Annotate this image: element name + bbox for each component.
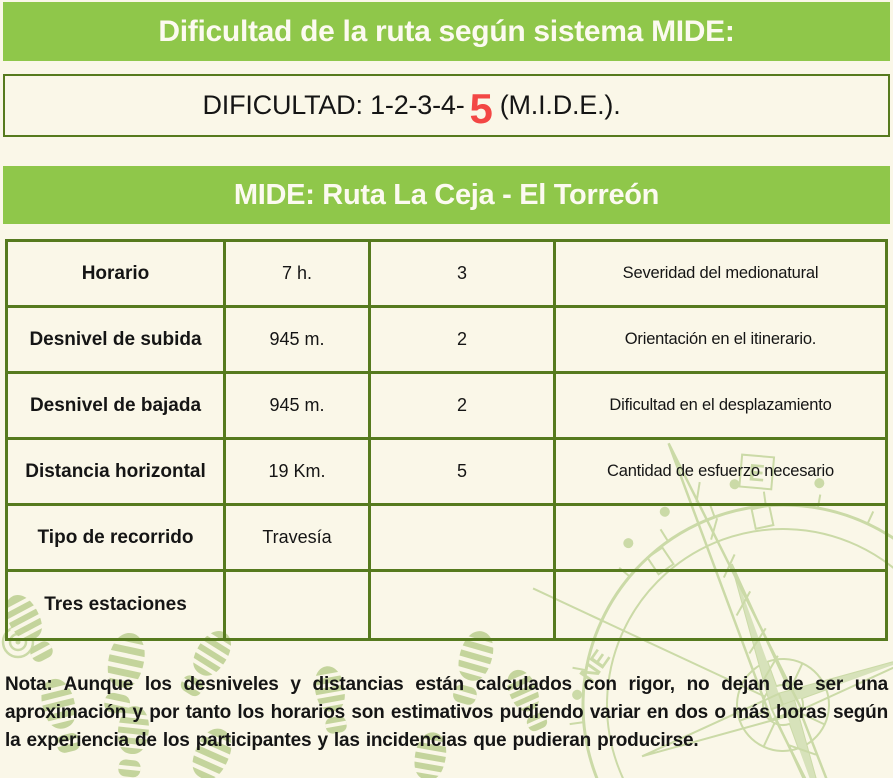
- route-title: MIDE: Ruta La Ceja - El Torreón: [233, 178, 660, 211]
- table-cell-value: Travesía: [226, 506, 371, 572]
- route-banner: MIDE: Ruta La Ceja - El Torreón: [3, 166, 890, 224]
- table-cell-desc: Cantidad de esfuerzo necesario: [556, 440, 885, 506]
- footnote: Nota: Aunque los desniveles y distancias…: [5, 674, 888, 751]
- table-cell-desc: Orientación en el itinerario.: [556, 308, 885, 374]
- difficulty-value: 5: [469, 84, 493, 132]
- table-cell-desc: [556, 572, 885, 638]
- table-cell-grade: 5: [371, 440, 556, 506]
- difficulty-label: DIFICULTAD: 1-2-3-4-: [202, 90, 465, 120]
- table-cell-label: Tipo de recorrido: [8, 506, 226, 572]
- table-cell-desc: [556, 506, 885, 572]
- difficulty-suffix: (M.I.D.E.).: [499, 90, 621, 120]
- table-cell-desc: Severidad del medionatural: [556, 242, 885, 308]
- table-cell-label: Tres estaciones: [8, 572, 226, 638]
- table-cell-label: Desnivel de bajada: [8, 374, 226, 440]
- table-cell-label: Desnivel de subida: [8, 308, 226, 374]
- table-cell-desc: Dificultad en el desplazamiento: [556, 374, 885, 440]
- document: Dificultad de la ruta según sistema MIDE…: [0, 2, 893, 755]
- table-cell-label: Distancia horizontal: [8, 440, 226, 506]
- table-cell-value: 945 m.: [226, 308, 371, 374]
- page-title: Dificultad de la ruta según sistema MIDE…: [158, 14, 735, 48]
- header-banner: Dificultad de la ruta según sistema MIDE…: [3, 2, 890, 61]
- table-cell-value: 945 m.: [226, 374, 371, 440]
- table-cell-value: 7 h.: [226, 242, 371, 308]
- table-cell-value: 19 Km.: [226, 440, 371, 506]
- table-cell-grade: 2: [371, 308, 556, 374]
- table-cell-label: Horario: [8, 242, 226, 308]
- table-cell-grade: 3: [371, 242, 556, 308]
- table-cell-grade: [371, 506, 556, 572]
- table-cell-value: [226, 572, 371, 638]
- table-cell-grade: [371, 572, 556, 638]
- table-cell-grade: 2: [371, 374, 556, 440]
- mide-table: Horario 7 h. 3 Severidad del medionatura…: [5, 239, 888, 641]
- difficulty-box: DIFICULTAD: 1-2-3-4- 5 (M.I.D.E.).: [3, 74, 890, 137]
